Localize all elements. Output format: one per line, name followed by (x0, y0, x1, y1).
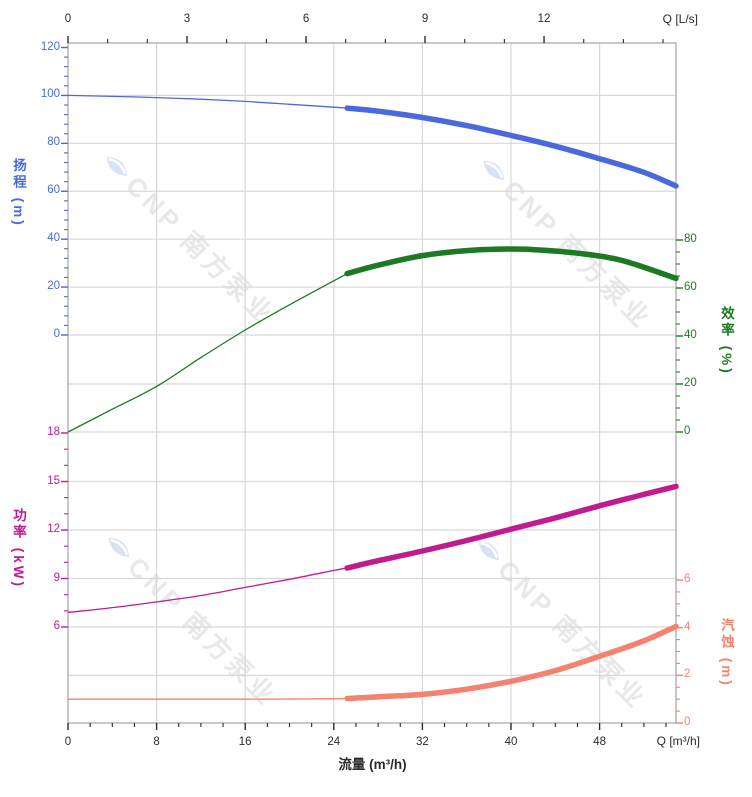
power-curve-duty (344, 483, 679, 571)
cnp-eye-logo (483, 160, 505, 180)
npsh-curve-thin (68, 697, 348, 700)
efficiency-curve-duty (344, 246, 679, 282)
watermark: CNP 南方泵业 (94, 142, 285, 333)
watermark: CNP 南方泵业 (471, 146, 662, 337)
flow-axis-title: 流量 (m³/h) (338, 757, 407, 772)
cnp-eye-logo (106, 156, 128, 176)
bottom-flow-unit-label: Q [m³/h] (656, 734, 700, 748)
watermark: CNP 南方泵业 (96, 523, 287, 714)
efficiency-axis-title: 效率 (%) (719, 306, 734, 376)
npsh-axis-title: 汽蚀 (m) (719, 618, 734, 688)
head-curve-thin (67, 94, 348, 109)
power-axis-title: 功率 (kW) (11, 508, 26, 589)
npsh-curve-duty (344, 623, 679, 702)
top-flow-unit-label: Q [L/s] (662, 12, 698, 26)
power-curve-thin (67, 567, 348, 614)
head-curve-duty (344, 105, 679, 189)
efficiency-curve-thin (67, 273, 348, 433)
cnp-eye-logo (108, 537, 130, 557)
head-axis-title: 扬程 (m) (11, 158, 26, 228)
watermark: CNP 南方泵业 (466, 526, 657, 717)
cnp-eye-logo (478, 540, 500, 560)
